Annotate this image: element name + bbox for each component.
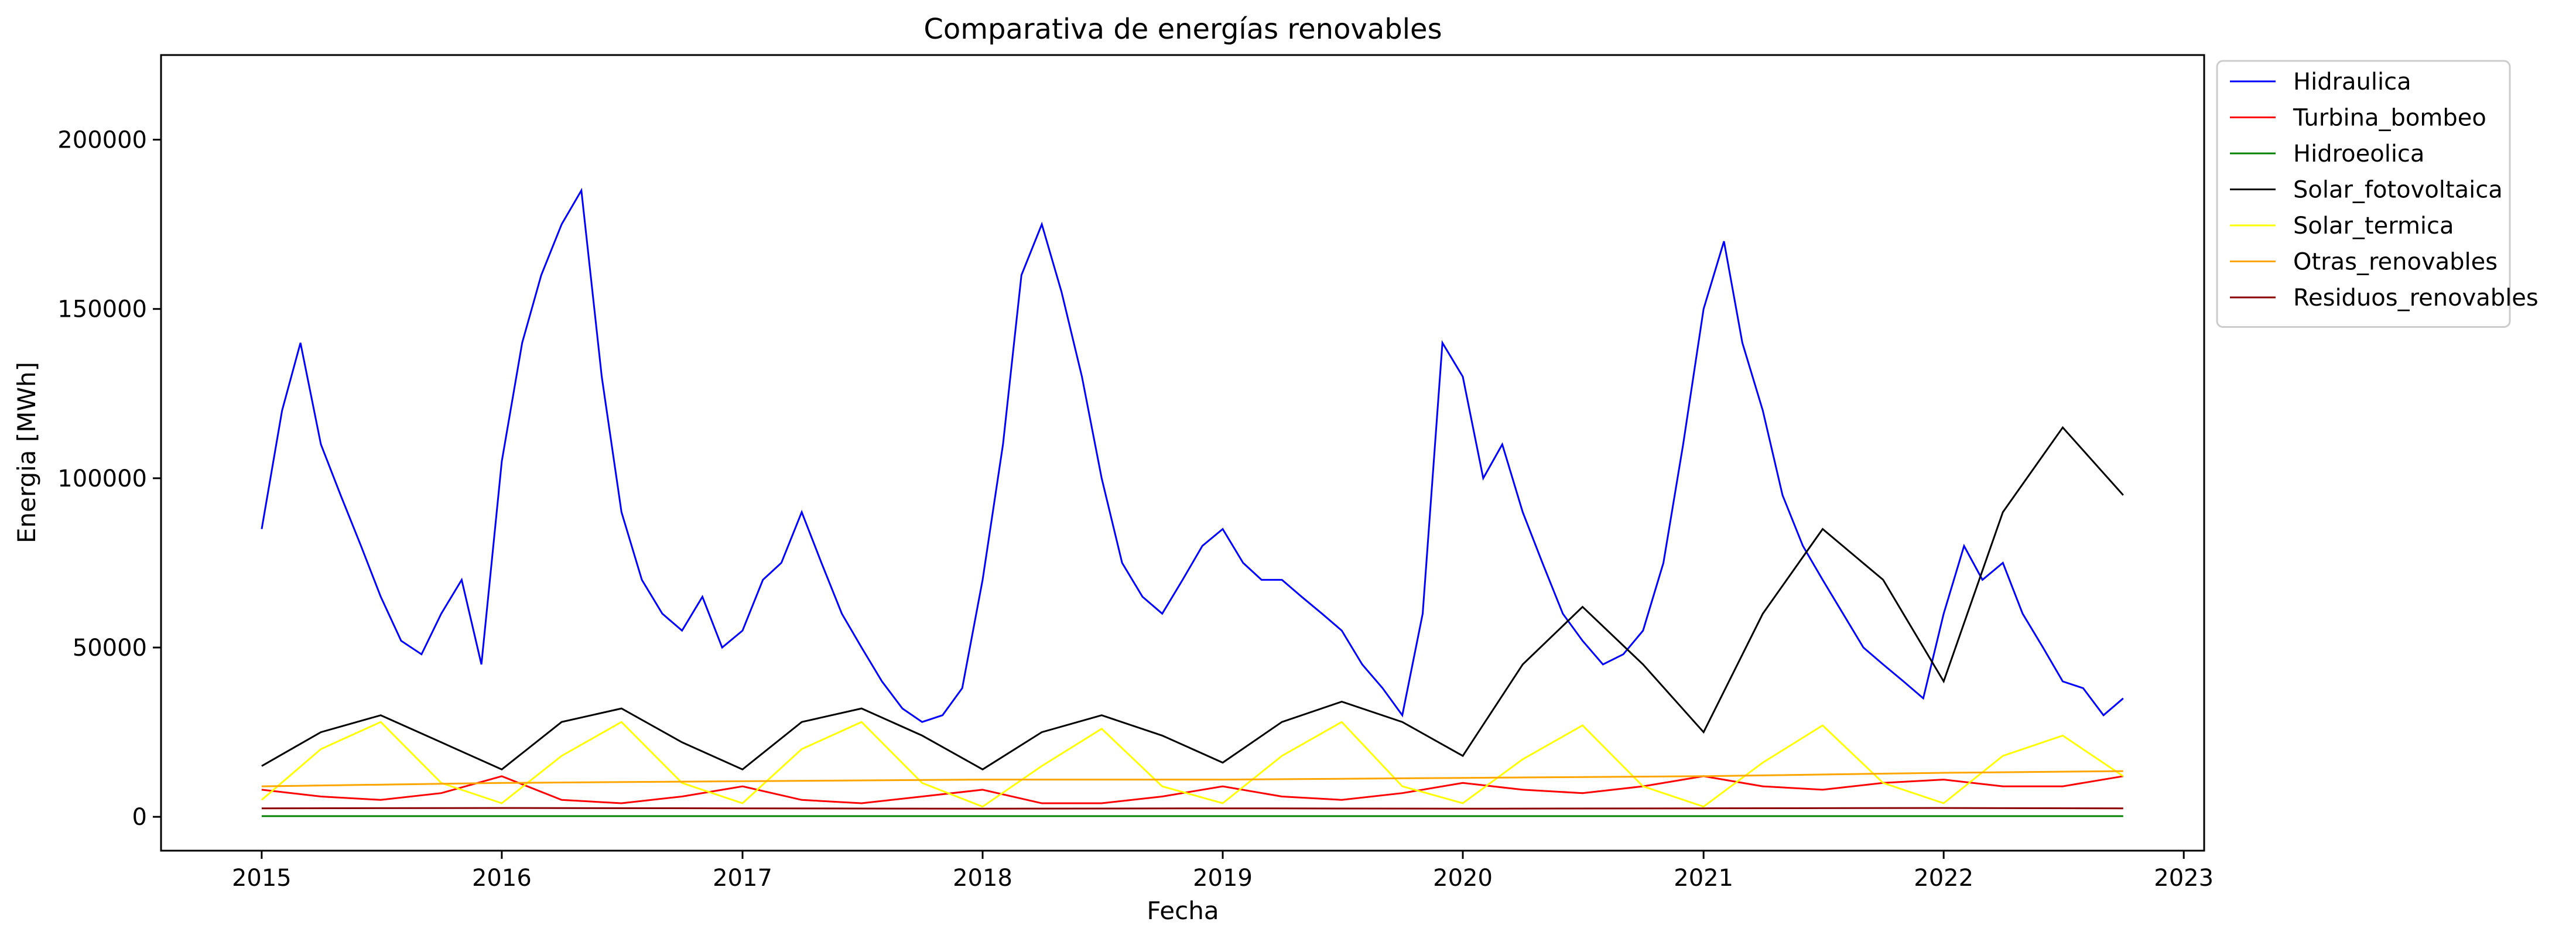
x-tick-label: 2018 xyxy=(953,865,1012,892)
legend-label: Hidraulica xyxy=(2293,68,2411,95)
legend-box xyxy=(2216,60,2511,328)
x-tick-label: 2019 xyxy=(1193,865,1253,892)
x-tick-label: 2017 xyxy=(713,865,772,892)
legend-label: Residuos_renovables xyxy=(2293,285,2539,311)
plot-area xyxy=(160,54,2205,852)
y-tick-label: 200000 xyxy=(57,127,147,154)
x-tick-label: 2022 xyxy=(1914,865,1973,892)
legend-label: Turbina_bombeo xyxy=(2293,105,2486,132)
x-axis-label: Fecha xyxy=(1147,896,1219,925)
x-axis: 2015 2016 2017 2018 2019 2020 2021 2022 2023 xyxy=(232,851,2214,892)
legend: Hidraulica Turbina_bombeo Hidroeolica Solar… xyxy=(2216,60,2539,328)
y-tick-label: 50000 xyxy=(73,635,147,662)
y-tick-label: 0 xyxy=(132,804,147,831)
series-line-residuos-renovables xyxy=(261,807,2123,810)
series-line-solar-termica xyxy=(261,721,2124,808)
legend-label: Solar_termica xyxy=(2293,213,2454,239)
y-tick-label: 100000 xyxy=(57,465,147,492)
legend-label: Hidroeolica xyxy=(2293,141,2424,167)
series-layer xyxy=(261,187,2124,817)
legend-label: Solar_fotovoltaica xyxy=(2293,177,2503,204)
y-axis-label: Energia [MWh] xyxy=(12,362,41,543)
plot-frame xyxy=(160,54,2205,852)
x-tick-label: 2023 xyxy=(2154,865,2214,892)
x-tick-label: 2016 xyxy=(472,865,532,892)
series-line-hidraulica xyxy=(261,187,2124,723)
series-line-otras-renovables xyxy=(261,770,2123,787)
legend-label: Otras_renovables xyxy=(2293,249,2498,276)
series-line-turbina-bombeo xyxy=(261,775,2124,804)
x-tick-label: 2021 xyxy=(1674,865,1733,892)
y-tick-label: 150000 xyxy=(57,296,147,323)
series-line-solar-fotovoltaica xyxy=(261,426,2124,770)
chart-title: Comparativa de energías renovables xyxy=(923,13,1442,46)
x-tick-label: 2020 xyxy=(1433,865,1493,892)
y-axis: 0 50000 100000 150000 200000 xyxy=(57,127,161,831)
x-tick-label: 2015 xyxy=(232,865,292,892)
